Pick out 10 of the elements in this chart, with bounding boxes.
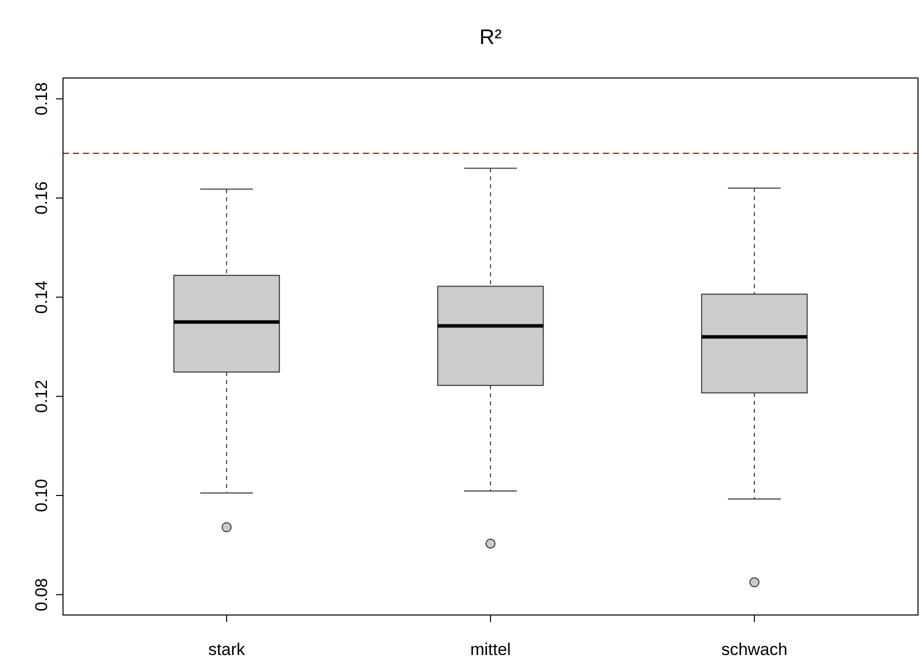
y-tick-label: 0.18	[32, 82, 51, 116]
x-tick-label: mittel	[470, 640, 511, 659]
y-tick-label: 0.10	[32, 478, 51, 512]
x-tick-label: stark	[208, 640, 246, 659]
y-tick-label: 0.16	[32, 181, 51, 215]
x-tick-label: schwach	[721, 640, 788, 659]
chart-title: R²	[479, 26, 502, 49]
y-tick-label: 0.08	[32, 578, 51, 612]
y-tick-label: 0.14	[32, 280, 51, 314]
y-tick-label: 0.12	[32, 380, 51, 413]
